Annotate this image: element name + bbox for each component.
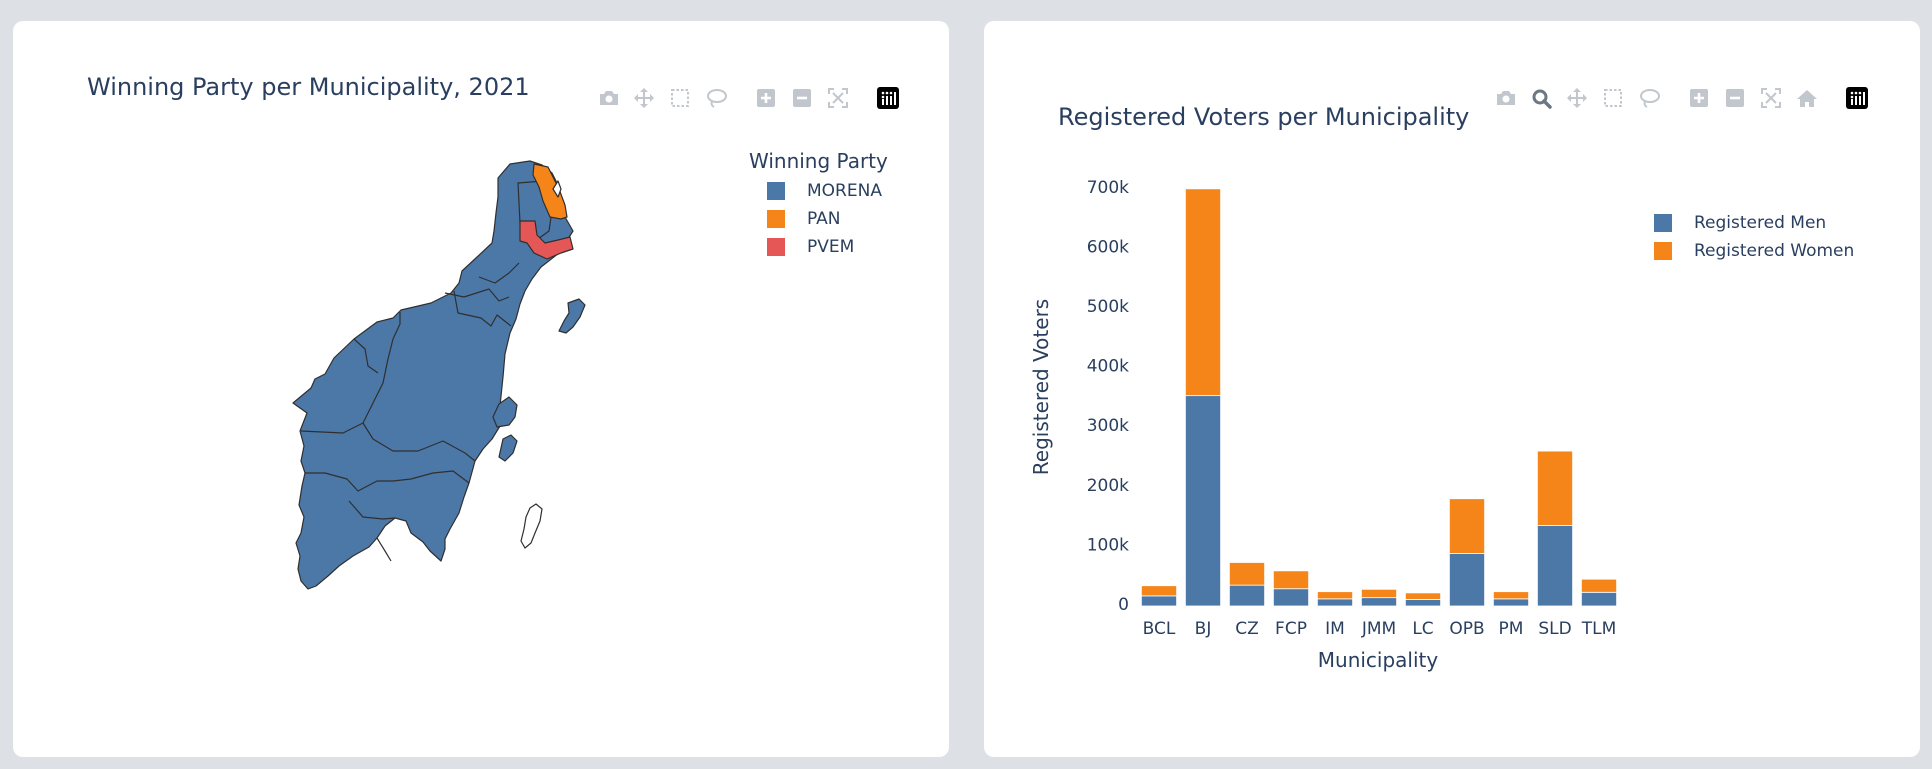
legend-label: Registered Women: [1694, 241, 1855, 261]
bar-registered-women-bj[interactable]: [1184, 188, 1221, 397]
y-tick-label: 200k: [1087, 476, 1129, 496]
zoom-icon[interactable]: [1528, 85, 1554, 111]
x-axis-title: Municipality: [1318, 648, 1439, 672]
x-tick-label: TLM: [1581, 619, 1617, 639]
y-axis-title: Registered Voters: [1029, 299, 1053, 475]
map-region-morena-island[interactable]: [558, 298, 586, 334]
box-select-icon[interactable]: [1600, 85, 1626, 111]
bar-registered-women-cz[interactable]: [1228, 562, 1265, 586]
legend-label: MORENA: [807, 181, 882, 201]
x-tick-label: FCP: [1275, 619, 1307, 639]
legend-label: Registered Men: [1694, 213, 1827, 233]
legend-swatch: [767, 182, 785, 200]
x-tick-label: CZ: [1235, 619, 1259, 639]
bar-registered-women-im[interactable]: [1316, 591, 1353, 600]
x-tick-label: JMM: [1361, 619, 1396, 639]
legend-swatch: [767, 210, 785, 228]
bar-registered-women-fcp[interactable]: [1272, 570, 1309, 590]
y-tick-label: 600k: [1087, 237, 1129, 257]
bar-registered-men-sld[interactable]: [1537, 525, 1574, 607]
plotly-logo-icon[interactable]: [1844, 85, 1870, 111]
bar-registered-women-pm[interactable]: [1492, 591, 1529, 600]
zoom-in-icon[interactable]: [1686, 85, 1712, 111]
legend-swatch: [1654, 242, 1672, 260]
bar-registered-women-tlm[interactable]: [1581, 578, 1618, 593]
y-tick-label: 500k: [1087, 297, 1129, 317]
x-tick-label: BCL: [1143, 619, 1176, 639]
bar-registered-women-sld[interactable]: [1537, 450, 1574, 526]
camera-icon[interactable]: [595, 85, 621, 111]
map-region-pan[interactable]: [532, 163, 568, 220]
bar-registered-men-im[interactable]: [1316, 598, 1353, 607]
bar-registered-women-opb[interactable]: [1448, 498, 1485, 554]
pan-move-icon[interactable]: [1564, 85, 1590, 111]
map-region-morena-cozumel[interactable]: [492, 396, 518, 428]
bar-chart-card: Registered Voters per Municipality 0 100k…: [984, 21, 1920, 757]
legend-swatch: [767, 238, 785, 256]
x-tick-label: OPB: [1449, 619, 1484, 639]
x-tick-label: SLD: [1538, 619, 1571, 639]
bar-registered-women-bcl[interactable]: [1140, 585, 1177, 597]
x-tick-label: BJ: [1195, 619, 1212, 639]
y-tick-label: 300k: [1087, 416, 1129, 436]
legend-label: PAN: [807, 209, 841, 229]
map-region-pvem[interactable]: [519, 220, 574, 260]
bar-registered-men-fcp[interactable]: [1272, 588, 1309, 607]
zoom-out-icon[interactable]: [789, 85, 815, 111]
pan-move-icon[interactable]: [631, 85, 657, 111]
chart-title: Registered Voters per Municipality: [1058, 103, 1470, 131]
y-tick-label: 400k: [1087, 357, 1129, 377]
map-region-morena[interactable]: [292, 160, 574, 590]
bar-registered-men-pm[interactable]: [1492, 598, 1529, 607]
y-tick-label: 700k: [1087, 178, 1129, 198]
choropleth-map[interactable]: [13, 21, 949, 757]
map-card: Winning Party per Municipality, 2021: [13, 21, 949, 757]
map-legend-title: Winning Party: [749, 149, 888, 173]
lasso-select-icon[interactable]: [703, 85, 729, 111]
autoscale-icon[interactable]: [1758, 85, 1784, 111]
stacked-bar-chart[interactable]: 0 100k 200k 300k 400k 500k 600k 700k BCL BJ CZ FCP I…: [984, 21, 1920, 757]
bar-registered-men-cz[interactable]: [1228, 584, 1265, 607]
x-tick-label: IM: [1325, 619, 1345, 639]
zoom-out-icon[interactable]: [1722, 85, 1748, 111]
box-select-icon[interactable]: [667, 85, 693, 111]
legend-label: PVEM: [807, 237, 855, 257]
x-tick-label: PM: [1499, 619, 1524, 639]
zoom-in-icon[interactable]: [753, 85, 779, 111]
x-tick-label: LC: [1412, 619, 1433, 639]
reset-view-icon[interactable]: [825, 85, 851, 111]
bar-registered-women-jmm[interactable]: [1360, 588, 1397, 599]
bar-registered-men-tlm[interactable]: [1581, 591, 1618, 607]
map-title: Winning Party per Municipality, 2021: [87, 73, 530, 101]
home-icon[interactable]: [1794, 85, 1820, 111]
plotly-logo-icon[interactable]: [875, 85, 901, 111]
y-tick-label: 0: [1118, 595, 1129, 615]
map-outline-islet: [520, 503, 543, 549]
legend-swatch: [1654, 214, 1672, 232]
bar-registered-men-bcl[interactable]: [1140, 595, 1177, 607]
lasso-select-icon[interactable]: [1636, 85, 1662, 111]
camera-icon[interactable]: [1492, 85, 1518, 111]
y-tick-label: 100k: [1087, 535, 1129, 555]
bar-registered-women-lc[interactable]: [1404, 592, 1441, 600]
bar-registered-men-bj[interactable]: [1184, 395, 1221, 607]
bar-registered-men-lc[interactable]: [1404, 599, 1441, 607]
bar-registered-men-jmm[interactable]: [1360, 597, 1397, 607]
bar-registered-men-opb[interactable]: [1448, 553, 1485, 607]
